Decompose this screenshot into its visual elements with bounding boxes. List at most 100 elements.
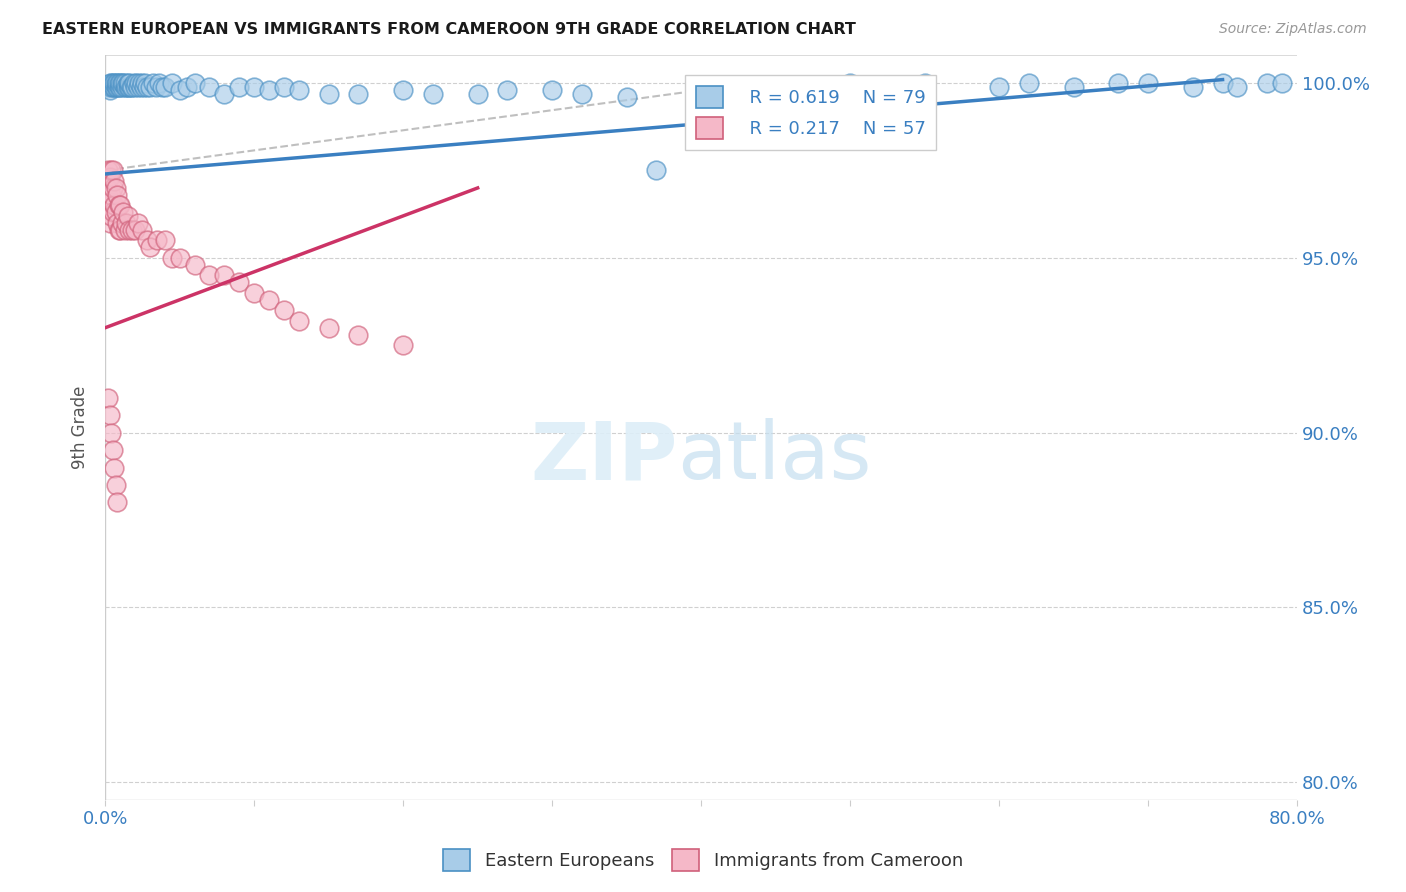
Point (118, 76, 141, 90)
Point (183, 76, 205, 90)
Legend:   R = 0.619    N = 79,   R = 0.217    N = 57: R = 0.619 N = 79, R = 0.217 N = 57 (685, 75, 936, 150)
Point (198, 268, 221, 283)
Point (97, 163, 120, 178)
Point (114, 79, 136, 94)
Point (115, 216, 138, 230)
Point (98, 170, 121, 185)
Point (288, 83, 311, 97)
Point (153, 79, 176, 94)
Point (103, 76, 125, 90)
Point (104, 76, 127, 90)
Point (114, 76, 136, 90)
Point (616, 90, 638, 104)
Point (318, 320, 340, 334)
Point (105, 495, 128, 509)
Point (108, 198, 131, 212)
Point (467, 87, 489, 101)
Point (1181, 79, 1204, 94)
Point (108, 79, 131, 94)
Point (273, 79, 295, 94)
Point (347, 87, 370, 101)
Point (108, 76, 131, 90)
Point (392, 338, 415, 352)
Point (100, 76, 122, 90)
Point (98, 76, 121, 90)
Point (243, 79, 266, 94)
Point (117, 76, 139, 90)
Legend: Eastern Europeans, Immigrants from Cameroon: Eastern Europeans, Immigrants from Camer… (436, 842, 970, 879)
Point (98, 408, 121, 422)
Point (105, 216, 128, 230)
Point (1226, 79, 1249, 94)
Point (105, 76, 128, 90)
Point (422, 87, 444, 101)
Point (139, 79, 162, 94)
Point (117, 79, 139, 94)
Point (100, 163, 122, 178)
Point (101, 163, 124, 178)
Point (125, 76, 148, 90)
Point (228, 79, 250, 94)
Point (288, 314, 311, 328)
Point (100, 79, 122, 94)
Point (120, 79, 142, 94)
Point (98, 194, 121, 209)
Point (257, 293, 280, 307)
Point (124, 223, 146, 237)
Point (101, 443, 124, 458)
Point (112, 76, 135, 90)
Point (146, 233, 169, 247)
Point (153, 233, 176, 247)
Point (107, 79, 129, 94)
Point (347, 327, 370, 342)
Point (135, 79, 157, 94)
Point (162, 251, 184, 265)
Point (98, 216, 121, 230)
Point (121, 223, 143, 237)
Point (145, 79, 167, 94)
Point (104, 181, 127, 195)
Point (104, 205, 127, 219)
Point (690, 83, 713, 97)
Text: Source: ZipAtlas.com: Source: ZipAtlas.com (1219, 22, 1367, 37)
Point (214, 87, 236, 101)
Point (496, 83, 519, 97)
Point (914, 76, 936, 90)
Point (100, 425, 122, 440)
Point (103, 198, 125, 212)
Point (1063, 79, 1085, 94)
Point (103, 79, 125, 94)
Point (110, 76, 132, 90)
Point (142, 76, 165, 90)
Point (148, 76, 170, 90)
Point (1212, 76, 1234, 90)
Point (127, 79, 149, 94)
Point (988, 79, 1011, 94)
Point (392, 83, 415, 97)
Point (101, 205, 124, 219)
Text: EASTERN EUROPEAN VS IMMIGRANTS FROM CAMEROON 9TH GRADE CORRELATION CHART: EASTERN EUROPEAN VS IMMIGRANTS FROM CAME… (42, 22, 856, 37)
Point (107, 198, 129, 212)
Point (105, 188, 128, 202)
Point (839, 76, 862, 90)
Point (101, 76, 124, 90)
Point (257, 83, 280, 97)
Point (162, 76, 184, 90)
Point (150, 79, 173, 94)
Point (129, 79, 152, 94)
Point (176, 79, 198, 94)
Point (131, 223, 153, 237)
Point (169, 83, 191, 97)
Point (107, 76, 129, 90)
Point (112, 205, 135, 219)
Point (132, 79, 155, 94)
Point (645, 163, 668, 178)
Point (103, 174, 125, 188)
Point (104, 478, 127, 492)
Point (105, 79, 128, 94)
Point (541, 83, 564, 97)
Point (118, 223, 141, 237)
Point (122, 76, 145, 90)
Point (1137, 76, 1160, 90)
Point (101, 79, 124, 94)
